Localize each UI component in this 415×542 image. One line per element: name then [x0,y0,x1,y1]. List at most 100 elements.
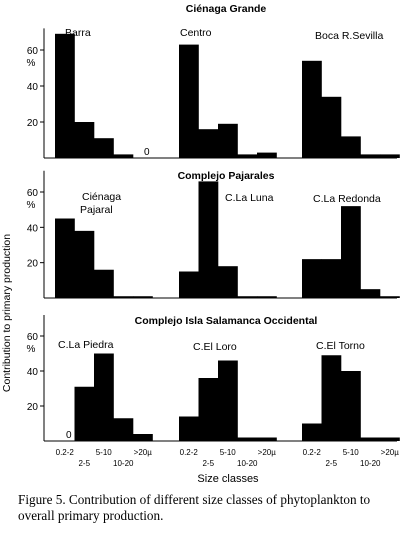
category-tick-label: >20µ [134,448,153,457]
bar-series: C.El Loro [179,341,277,441]
bar [341,371,361,441]
y-unit-label: % [27,58,36,69]
bar [179,271,199,298]
category-tick-labels: 0.2-2 5-10 >20µ 2-5 10-20 [303,448,400,468]
y-axis-label: Contribution to primary production [1,234,13,392]
figure-chart: Contribution to primary production Ciéna… [1,3,400,485]
bar-series: 0 C.La Piedra [58,339,153,441]
bar [198,378,219,441]
category-tick-label: 5-10 [96,448,113,457]
category-tick-label: 10-20 [360,459,381,468]
y-unit-label: % [27,344,36,355]
series-label: Centro [180,27,212,39]
series-label: C.La Piedra [58,339,114,351]
category-tick-labels: 0.2-2 5-10 >20µ 2-5 10-20 [56,448,153,468]
series-label: Boca R.Sevilla [315,30,383,42]
bar-series: Boca R.Sevilla [302,30,400,158]
bar [257,437,277,441]
panel-title: Complejo Isla Salamanca Occidental [135,315,318,327]
series-label: C.La Redonda [313,193,381,205]
bar [133,434,153,441]
series-label: Ciénaga [82,191,121,203]
bar [218,123,238,158]
bar [302,259,322,298]
bar [218,266,238,298]
bar-series: Centro [179,27,277,158]
bar [94,353,114,441]
y-tick-label: 60 [27,332,39,343]
bar [321,355,342,441]
bar [341,206,361,298]
zero-data-label: 0 [66,430,72,441]
bar [360,154,381,158]
bar [237,296,258,298]
bar [198,129,219,158]
bar [237,154,258,158]
category-tick-label: 2-5 [202,459,214,468]
y-tick-label: 60 [27,46,39,57]
bar [179,44,199,158]
y-tick-label: 20 [27,402,39,413]
bar [94,269,114,298]
panels: Ciénaga Grande 20 40 60% 0 Barra Centro Boca R.… [27,3,400,468]
y-tick-label: 40 [27,367,39,378]
bar [74,386,95,441]
category-tick-labels: 0.2-2 5-10 >20µ 2-5 10-20 [180,448,277,468]
bar [321,259,342,298]
x-axis-label: Size classes [197,473,259,485]
bar [360,289,381,298]
bar [380,296,400,298]
series-label: C.El Torno [316,340,365,352]
bar [218,360,238,441]
series-label: C.La Luna [225,192,274,204]
y-tick-label: 60 [27,188,39,199]
bar-series: C.El Torno [302,340,400,441]
bar-series: C.La Luna [179,181,277,298]
bar [74,122,95,158]
panel: Complejo Isla Salamanca Occidental 20 40 60… [27,315,400,442]
bar [74,230,95,298]
category-tick-label: 10-20 [113,459,134,468]
zero-data-label: 0 [144,147,150,158]
bar [55,33,75,158]
category-tick-label: 0.2-2 [303,448,322,457]
bar [341,136,361,158]
bar [198,181,219,298]
series-label: C.El Loro [193,341,237,353]
bar [113,154,134,158]
bar [179,416,199,441]
bar [237,437,258,441]
bar-series: 0 Barra [55,27,150,158]
bar [113,296,134,298]
category-tick-label: 10-20 [237,459,258,468]
bar [133,296,153,298]
y-unit-label: % [27,200,36,211]
category-tick-label: 5-10 [343,448,360,457]
bar [302,60,322,158]
y-tick-label: 20 [27,118,39,129]
panel-title: Complejo Pajarales [178,170,275,182]
bar [302,423,322,441]
panel: Ciénaga Grande 20 40 60% 0 Barra Centro Boca R.… [27,3,400,159]
y-tick-label: 20 [27,259,39,270]
panel: Complejo Pajarales204060%CiénagaPajaralC… [27,170,400,299]
y-tick-label: 40 [27,223,39,234]
panel-title: Ciénaga Grande [186,3,267,15]
bar [113,418,134,441]
bar-series: C.La Redonda [302,193,400,298]
bar [257,152,277,158]
category-tick-label: 0.2-2 [180,448,199,457]
bar [321,96,342,158]
bar [360,437,381,441]
category-tick-label: 0.2-2 [56,448,75,457]
bar [380,437,400,441]
y-tick-label: 40 [27,82,39,93]
series-label: Pajaral [80,204,113,216]
bar [257,296,277,298]
series-label: Barra [65,27,91,39]
figure-caption: Figure 5. Contribution of different size… [18,492,371,523]
category-tick-label: 2-5 [78,459,90,468]
category-tick-label: 5-10 [220,448,237,457]
category-tick-label: 2-5 [325,459,337,468]
